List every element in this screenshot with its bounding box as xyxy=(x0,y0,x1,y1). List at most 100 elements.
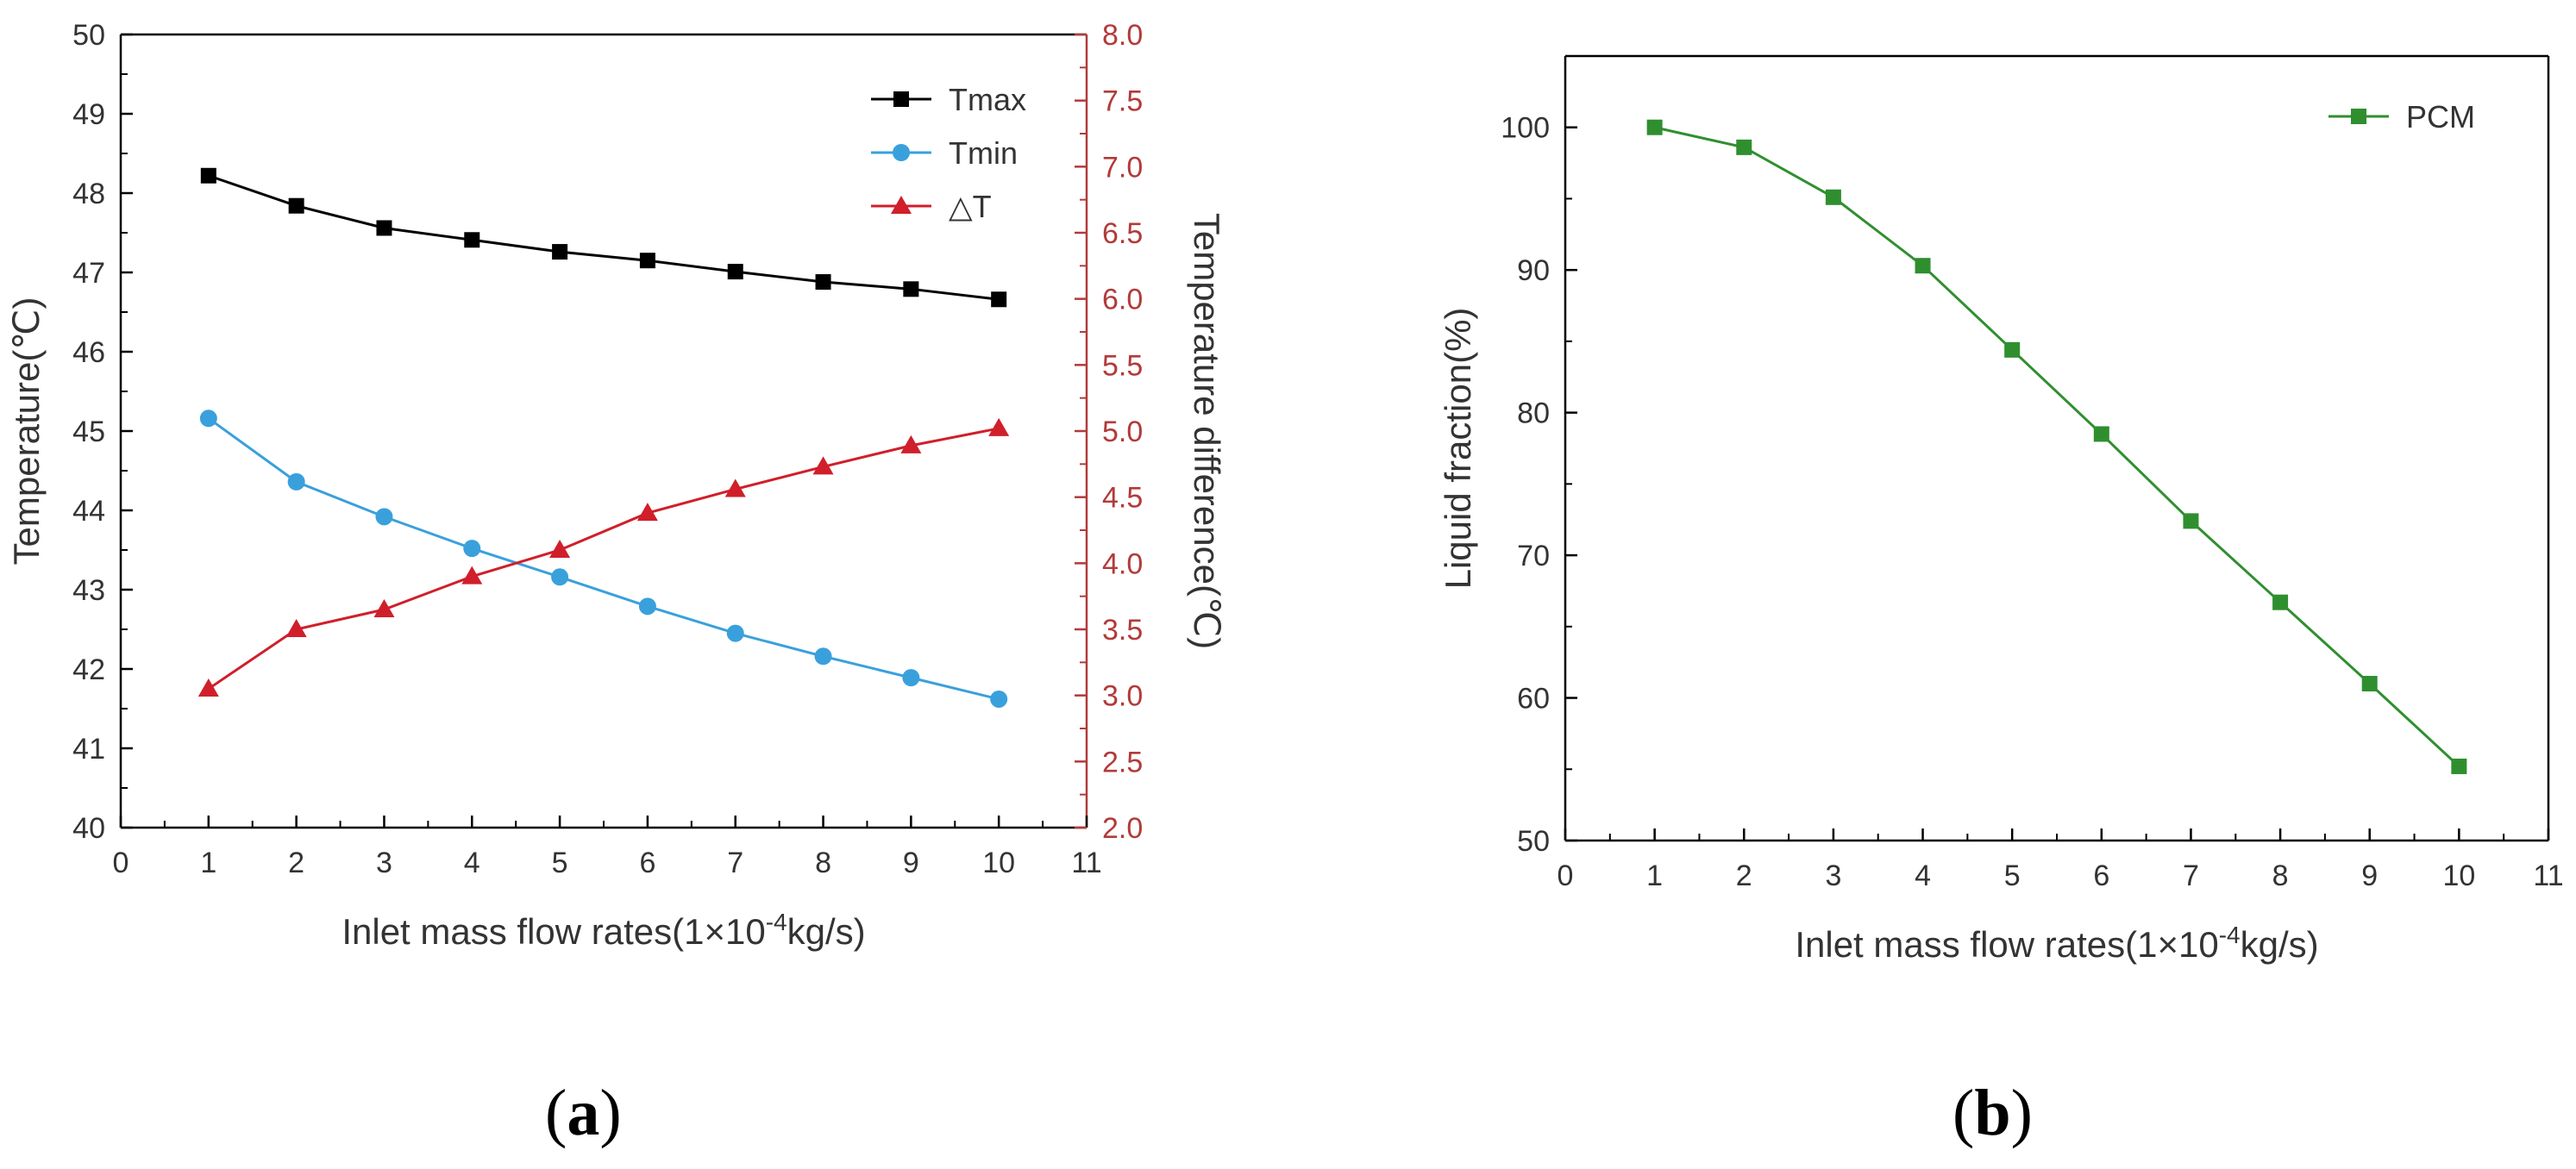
y2-tick-label: 8.0 xyxy=(1102,19,1143,52)
y2-axis-title: Temperature difference(℃) xyxy=(1187,213,1227,649)
data-point xyxy=(2183,513,2199,529)
y-tick-label: 70 xyxy=(1517,540,1550,572)
x-tick-label: 10 xyxy=(2442,860,2475,892)
data-point xyxy=(549,540,571,558)
x-tick-label: 3 xyxy=(376,847,392,879)
x-axis-title: Inlet mass flow rates(1×10-4kg/s) xyxy=(1795,922,2318,965)
y-tick-label: 100 xyxy=(1501,112,1550,145)
y2-tick-label: 6.0 xyxy=(1102,284,1143,316)
y-tick-label: 49 xyxy=(72,98,105,131)
data-point xyxy=(814,647,832,666)
x-tick-label: 6 xyxy=(2093,860,2109,892)
chart-a: 0 1 2 3 4 5 6 7 8 9 10 1140414243444546474849502.02… xyxy=(6,19,1227,952)
data-point xyxy=(287,472,305,491)
series-Tmin xyxy=(199,409,1008,708)
y-tick-label: 41 xyxy=(72,733,105,766)
x-tick-label: 6 xyxy=(639,847,655,879)
x-tick-label: 9 xyxy=(2361,860,2378,892)
legend-marker xyxy=(893,144,910,161)
x-tick-label: 0 xyxy=(113,847,129,879)
y-tick-label: 43 xyxy=(72,574,105,607)
y2-tick-label: 6.5 xyxy=(1102,217,1143,250)
legend-label: Tmax xyxy=(949,82,1026,117)
data-point xyxy=(812,456,834,475)
y-axis-title: Temperature(℃) xyxy=(6,297,47,566)
data-point xyxy=(902,669,920,687)
x-tick-label: 3 xyxy=(1825,860,1841,892)
legend-marker xyxy=(893,91,909,107)
data-point xyxy=(636,503,658,522)
x-tick-label: 1 xyxy=(1646,860,1663,892)
data-point xyxy=(285,619,307,637)
y-tick-label: 50 xyxy=(1517,825,1550,858)
data-point xyxy=(2272,594,2289,610)
data-point xyxy=(552,244,568,260)
x-tick-label: 0 xyxy=(1558,860,1574,892)
y-tick-label: 46 xyxy=(72,336,105,369)
legend-label: PCM xyxy=(2406,99,2475,134)
data-point xyxy=(197,678,219,697)
series-line xyxy=(207,417,1000,701)
y2-tick-label: 7.0 xyxy=(1102,151,1143,184)
data-point xyxy=(726,624,744,642)
data-point xyxy=(724,478,746,497)
data-point xyxy=(1646,119,1663,135)
x-tick-label: 2 xyxy=(1736,860,1752,892)
x-tick-label: 11 xyxy=(2533,860,2563,892)
series-PCM xyxy=(1646,119,2467,774)
x-tick-label: 5 xyxy=(552,847,568,879)
x-tick-label: 2 xyxy=(288,847,304,879)
x-tick-label: 10 xyxy=(982,847,1015,879)
x-tick-label: 7 xyxy=(2183,860,2199,892)
legend-entry: Tmax xyxy=(871,82,1026,117)
x-axis-title: Inlet mass flow rates(1×10-4kg/s) xyxy=(342,909,865,952)
chart-b: 0 1 2 3 4 5 6 7 8 9 10 11 50 60 70 80 90 100 Inlet mass fl… xyxy=(1438,54,2564,965)
data-point xyxy=(461,566,483,584)
y-tick-label: 47 xyxy=(72,257,105,290)
series-line xyxy=(207,427,1000,691)
data-point xyxy=(1915,258,1931,274)
data-point xyxy=(2093,426,2109,442)
data-point xyxy=(727,264,743,280)
y2-tick-label: 2.5 xyxy=(1102,746,1143,778)
data-point xyxy=(990,690,1008,708)
y2-tick-label: 2.0 xyxy=(1102,812,1143,845)
legend-entry: Tmin xyxy=(871,135,1018,171)
y-tick-label: 42 xyxy=(72,653,105,686)
y-tick-label: 80 xyxy=(1517,397,1550,430)
x-tick-label: 1 xyxy=(200,847,216,879)
data-point xyxy=(638,597,656,616)
legend-label: △T xyxy=(949,189,992,224)
data-point xyxy=(2361,676,2378,691)
y2-tick-label: 4.0 xyxy=(1102,547,1143,580)
data-point xyxy=(900,434,922,453)
y-tick-label: 48 xyxy=(72,178,105,210)
series-line xyxy=(208,174,1000,301)
y2-tick-label: 5.5 xyxy=(1102,349,1143,382)
legend-label: Tmin xyxy=(949,135,1018,171)
x-tick-label: 5 xyxy=(2004,860,2021,892)
y-tick-label: 50 xyxy=(72,19,105,52)
data-point xyxy=(903,281,919,297)
data-point xyxy=(375,508,393,526)
data-point xyxy=(815,274,831,291)
legend-marker xyxy=(2351,109,2366,124)
panel-label-b: (b) xyxy=(1952,1077,2033,1149)
y-tick-label: 60 xyxy=(1517,683,1550,716)
data-point xyxy=(551,568,569,586)
x-tick-label: 4 xyxy=(464,847,480,879)
y2-tick-label: 4.5 xyxy=(1102,482,1143,515)
data-point xyxy=(373,599,395,617)
data-point xyxy=(1825,189,1841,205)
y-axis-title: Liquid fraction(%) xyxy=(1438,308,1478,590)
y2-tick-label: 7.5 xyxy=(1102,85,1143,118)
data-point xyxy=(2451,758,2467,774)
y-tick-label: 40 xyxy=(72,812,105,845)
y2-tick-label: 5.0 xyxy=(1102,416,1143,448)
data-point xyxy=(288,197,304,214)
data-point xyxy=(2004,341,2021,358)
data-point xyxy=(376,220,392,236)
data-point xyxy=(463,540,481,558)
legend-entry: PCM xyxy=(2328,99,2475,134)
